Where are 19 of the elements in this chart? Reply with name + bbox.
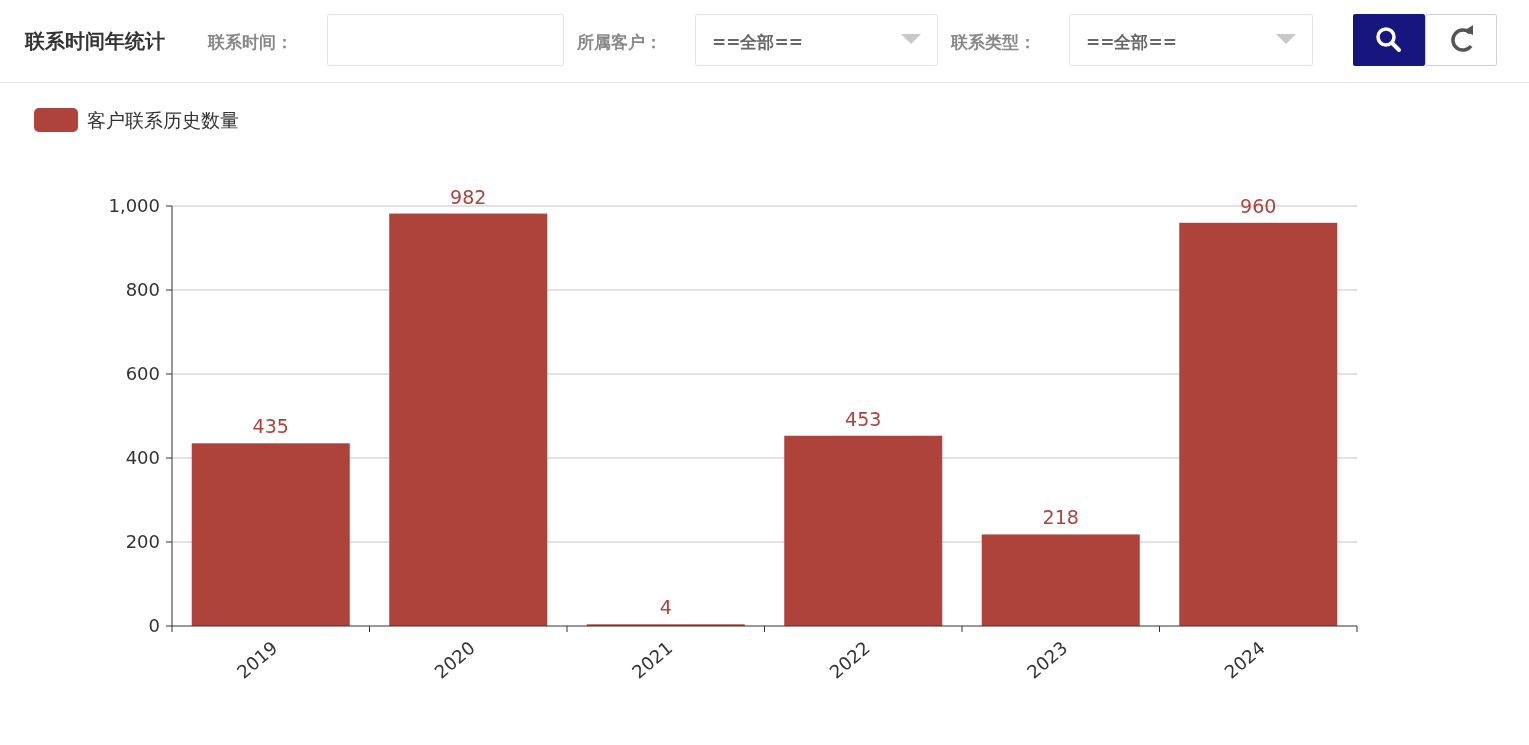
y-tick-label: 400 <box>125 447 160 468</box>
y-tick-label: 600 <box>125 363 160 384</box>
chart-title: 联系时间年统计 <box>24 29 165 53</box>
data-label: 982 <box>450 185 487 208</box>
data-label: 218 <box>1042 506 1079 529</box>
text: ==全部== <box>712 32 803 52</box>
data-label: 453 <box>845 407 882 430</box>
y-tick-label: 800 <box>125 279 160 300</box>
text: 联系时间： <box>207 32 293 52</box>
y-tick-label: 0 <box>148 615 160 636</box>
data-label: 435 <box>252 415 289 438</box>
y-tick-label: 1,000 <box>108 195 160 216</box>
text: 联系类型： <box>950 32 1036 52</box>
text: 所属客户： <box>576 32 662 52</box>
text: ==全部== <box>1086 32 1177 52</box>
data-label: 960 <box>1240 194 1277 217</box>
y-tick-label: 200 <box>125 531 160 552</box>
data-label: 4 <box>659 596 672 619</box>
legend-label: 客户联系历史数量 <box>87 109 239 131</box>
